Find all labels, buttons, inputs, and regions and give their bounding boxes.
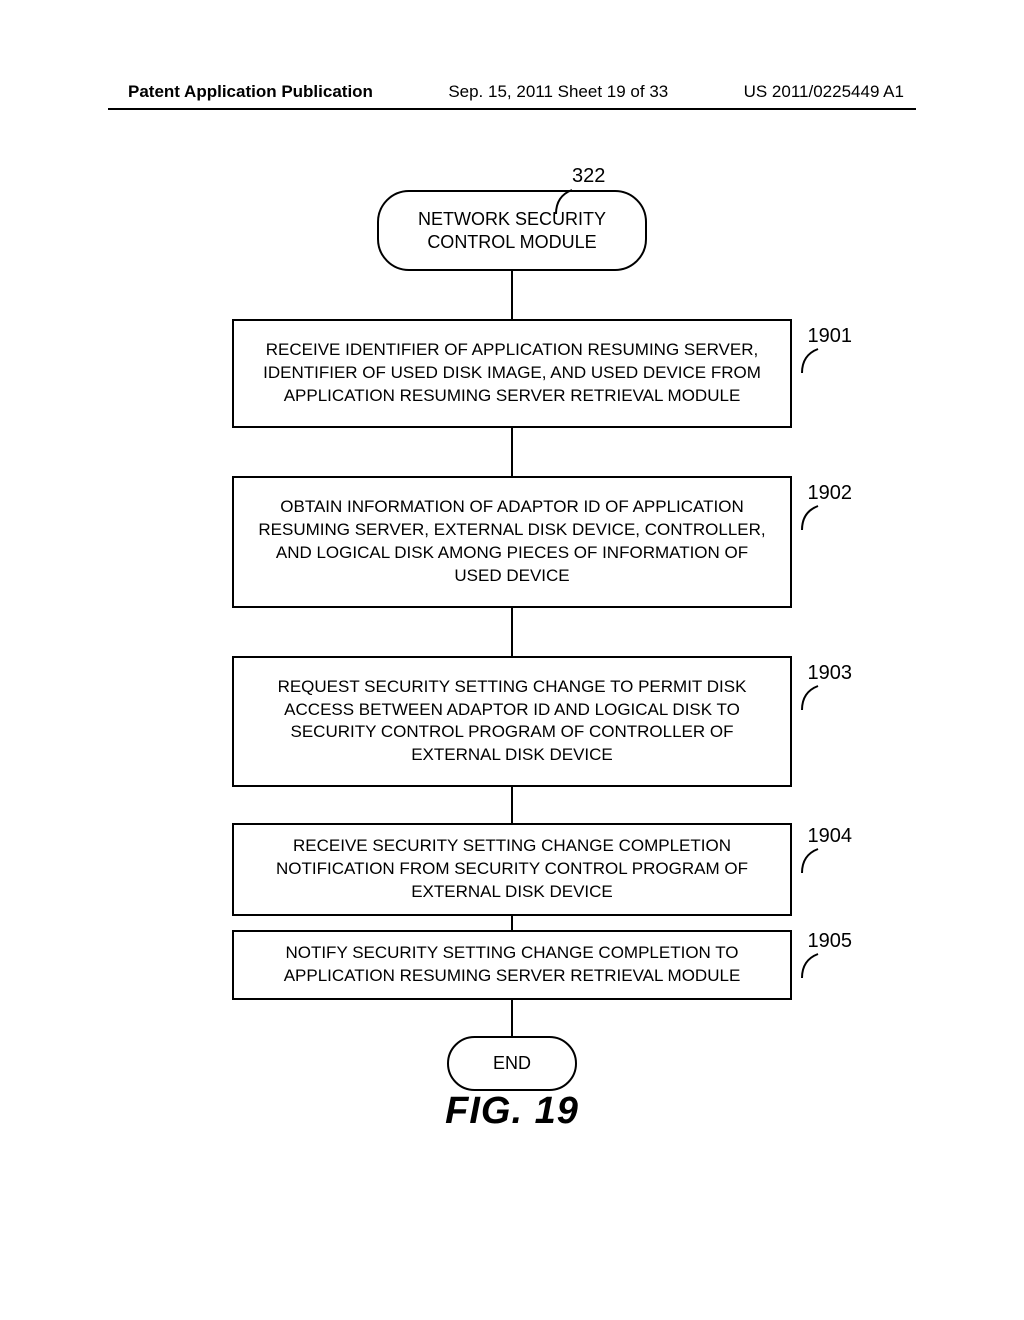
connector [511,1000,513,1036]
ref-hook-icon [552,186,576,222]
page-header: Patent Application Publication Sep. 15, … [0,82,1024,102]
header-left: Patent Application Publication [128,82,373,102]
connector [511,428,513,476]
header-rule [108,108,916,110]
ref-hook-icon [798,845,822,873]
terminator-start: NETWORK SECURITY CONTROL MODULE [377,190,647,271]
ref-hook-icon [798,682,822,710]
connector [511,787,513,823]
connector [511,608,513,656]
process-1905: NOTIFY SECURITY SETTING CHANGE COMPLETIO… [232,930,792,1000]
connector [511,916,513,930]
process-1904: RECEIVE SECURITY SETTING CHANGE COMPLETI… [232,823,792,916]
process-text: OBTAIN INFORMATION OF ADAPTOR ID OF APPL… [258,497,765,585]
header-center: Sep. 15, 2011 Sheet 19 of 33 [448,82,668,102]
process-1902: OBTAIN INFORMATION OF ADAPTOR ID OF APPL… [232,476,792,608]
start-ref-label: 322 [572,165,605,188]
process-text: RECEIVE IDENTIFIER OF APPLICATION RESUMI… [263,340,761,405]
ref-hook-icon [798,345,822,373]
process-1901: RECEIVE IDENTIFIER OF APPLICATION RESUMI… [232,319,792,428]
figure-caption: FIG. 19 [0,1090,1024,1133]
terminator-start-text: NETWORK SECURITY CONTROL MODULE [418,209,606,252]
connector [511,271,513,319]
process-1903: REQUEST SECURITY SETTING CHANGE TO PERMI… [232,656,792,788]
terminator-end-text: END [493,1053,531,1073]
header-right: US 2011/0225449 A1 [744,82,904,102]
process-text: REQUEST SECURITY SETTING CHANGE TO PERMI… [278,677,747,765]
flowchart: 322 NETWORK SECURITY CONTROL MODULE 1901… [0,190,1024,1091]
ref-hook-icon [798,502,822,530]
process-text: NOTIFY SECURITY SETTING CHANGE COMPLETIO… [284,943,741,985]
process-text: RECEIVE SECURITY SETTING CHANGE COMPLETI… [276,836,748,901]
terminator-end: END [447,1036,577,1091]
ref-hook-icon [798,950,822,978]
